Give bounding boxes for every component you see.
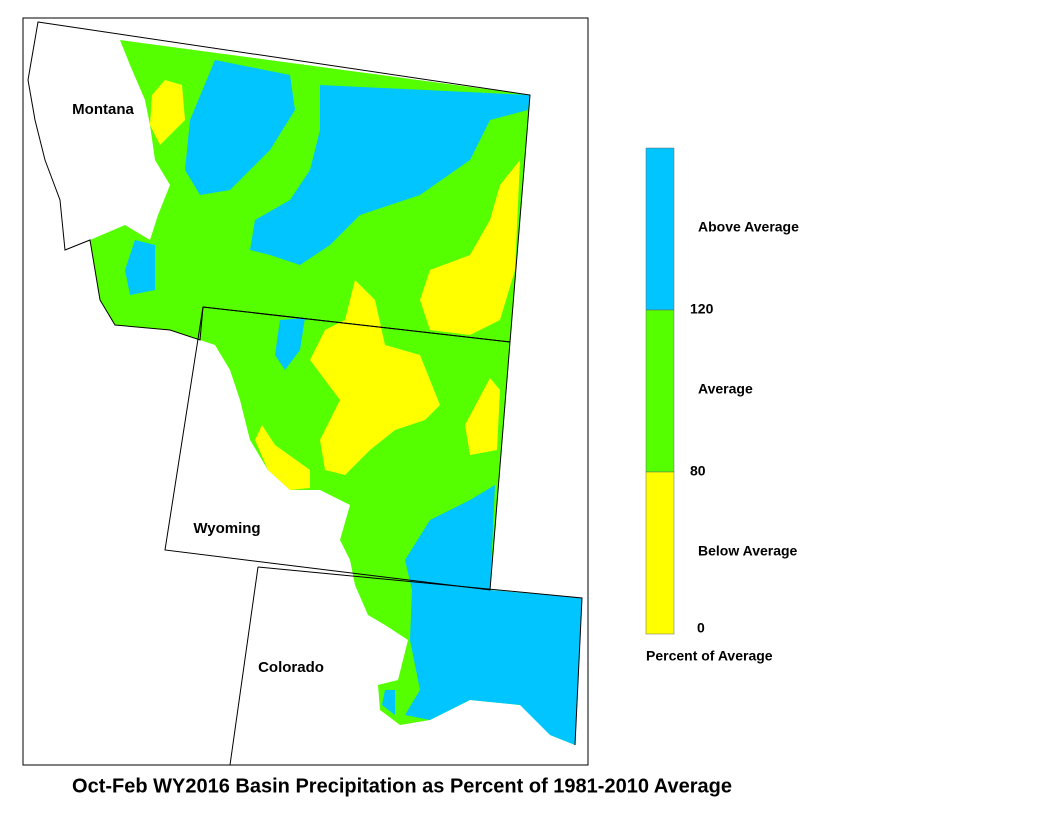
below-area xyxy=(150,80,185,145)
below-area xyxy=(420,160,520,335)
above-area xyxy=(405,485,582,745)
wyoming-border xyxy=(164,306,511,591)
below-area xyxy=(465,378,500,455)
legend: Above Average Average Below Average 120 80 0 xyxy=(645,147,799,636)
legend-class-label: Average xyxy=(698,381,753,397)
above-area xyxy=(185,60,295,195)
above-area xyxy=(275,318,305,370)
below-area xyxy=(255,425,310,490)
legend-break-label: 80 xyxy=(690,463,706,479)
legend-class-label: Below Average xyxy=(698,543,798,559)
legend-class-label: Above Average xyxy=(698,219,799,235)
above-area xyxy=(125,240,155,295)
state-label: Montana xyxy=(72,101,134,118)
state-label: Wyoming xyxy=(193,520,260,537)
basin-map xyxy=(90,40,582,745)
state-boundaries xyxy=(27,21,583,766)
legend-break-label: 120 xyxy=(690,301,714,317)
colorado-border xyxy=(229,566,583,766)
legend-swatch xyxy=(645,147,675,311)
state-label: Colorado xyxy=(258,659,324,676)
legend-title: Percent of Average xyxy=(646,648,773,664)
above-area xyxy=(250,85,530,265)
legend-swatch xyxy=(645,471,675,635)
legend-break-label: 0 xyxy=(697,620,705,636)
above-area xyxy=(382,690,395,715)
below-area xyxy=(310,280,440,475)
map-title: Oct-Feb WY2016 Basin Precipitation as Pe… xyxy=(72,775,732,797)
legend-swatch xyxy=(645,309,675,473)
